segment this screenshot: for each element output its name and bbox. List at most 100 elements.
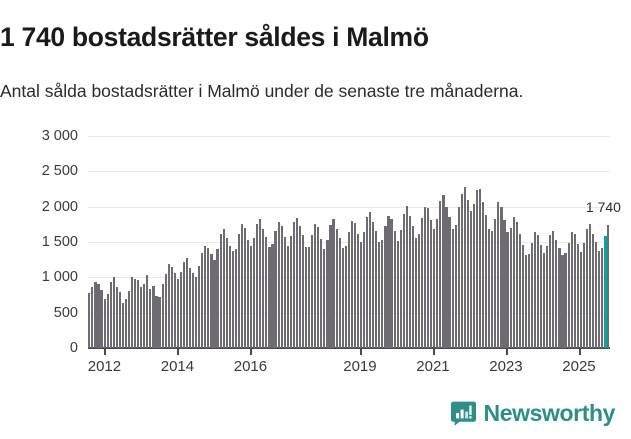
bar — [408, 215, 411, 348]
bar — [442, 195, 445, 348]
bar — [366, 216, 369, 348]
x-axis-tick-label: 2021 — [416, 358, 450, 375]
bar — [436, 218, 439, 348]
bar — [463, 186, 466, 348]
bar — [359, 242, 363, 348]
bar — [570, 232, 573, 348]
bar — [195, 277, 198, 348]
bar — [445, 206, 448, 348]
newsworthy-logo[interactable]: Newsworthy — [450, 400, 616, 427]
bar — [201, 253, 204, 348]
bar — [182, 261, 186, 348]
bar — [320, 239, 323, 348]
bar — [246, 239, 250, 348]
bar — [228, 246, 231, 348]
bar — [478, 189, 482, 348]
y-axis-tick-label: 3 000 — [41, 128, 78, 144]
bar — [262, 229, 265, 348]
page-title: 1 740 bostadsrätter såldes i Malmö — [0, 21, 429, 52]
bar — [323, 249, 326, 348]
bar — [308, 246, 311, 348]
bar — [207, 247, 210, 348]
bar — [146, 275, 149, 348]
bar — [582, 243, 585, 348]
bar — [88, 292, 91, 348]
bar — [567, 242, 570, 348]
bar — [268, 246, 271, 348]
bar — [152, 285, 155, 348]
bar — [543, 253, 546, 348]
bar — [204, 245, 207, 348]
y-axis-tick-label: 2 000 — [41, 198, 78, 215]
x-axis-tick-label: 2023 — [489, 358, 523, 375]
x-axis-tick — [104, 348, 107, 355]
bar — [362, 232, 366, 348]
bar — [298, 226, 302, 348]
bar — [482, 202, 485, 348]
bar — [188, 268, 192, 348]
bar — [527, 254, 531, 348]
bar — [329, 225, 332, 348]
gridline — [88, 136, 610, 137]
bar — [250, 246, 253, 348]
bar — [271, 244, 274, 348]
bar — [344, 245, 347, 348]
bar — [277, 221, 280, 348]
bar — [524, 254, 527, 348]
gridline — [88, 171, 610, 173]
bar — [579, 251, 582, 348]
bar — [301, 234, 305, 348]
bar — [210, 254, 213, 348]
bar — [491, 231, 494, 348]
bar — [588, 223, 592, 348]
bar — [390, 219, 393, 348]
y-axis-tick-label: 0 — [69, 340, 78, 356]
bar — [176, 278, 179, 348]
y-axis-tick-label: 2 500 — [41, 163, 78, 180]
bar — [533, 232, 537, 348]
bar — [100, 290, 103, 348]
bar — [256, 223, 259, 348]
y-axis-tick-label: 1 000 — [41, 269, 78, 286]
bar — [585, 229, 589, 348]
bar — [91, 287, 94, 348]
bar — [536, 234, 540, 348]
bar — [121, 302, 125, 348]
bar — [448, 217, 451, 348]
bar — [213, 260, 216, 348]
bar — [237, 233, 241, 348]
bar — [350, 220, 353, 348]
x-axis-tick-label: 2012 — [87, 358, 122, 375]
bar — [381, 239, 384, 348]
bar — [518, 233, 521, 348]
x-axis-tick — [578, 348, 581, 355]
bar — [143, 284, 146, 348]
bar — [353, 222, 357, 348]
bar — [94, 282, 97, 348]
bar — [387, 215, 390, 348]
bar — [469, 210, 473, 348]
bar-chart: 0 500 1 000 1 500 2 000 2 500 3 000 2012 2014 20… — [0, 126, 631, 394]
bar — [424, 206, 427, 348]
x-axis-tick-label: 2014 — [160, 358, 195, 375]
bar — [356, 233, 360, 348]
bar — [549, 234, 552, 348]
bar — [164, 273, 167, 348]
bar — [494, 218, 497, 348]
bar — [384, 226, 387, 348]
x-axis-tick — [250, 348, 253, 355]
bar — [124, 298, 128, 348]
bar — [109, 282, 112, 348]
bar — [198, 266, 201, 348]
newsworthy-logo-text: Newsworthy — [483, 400, 616, 426]
bar — [219, 234, 222, 348]
bar — [497, 202, 500, 348]
bar — [170, 266, 173, 348]
bar — [216, 249, 219, 348]
bar — [546, 246, 549, 348]
bar — [598, 251, 601, 348]
bar — [420, 217, 424, 348]
bar — [179, 272, 183, 348]
bar — [375, 231, 378, 348]
x-axis-tick-label: 2016 — [233, 358, 268, 375]
